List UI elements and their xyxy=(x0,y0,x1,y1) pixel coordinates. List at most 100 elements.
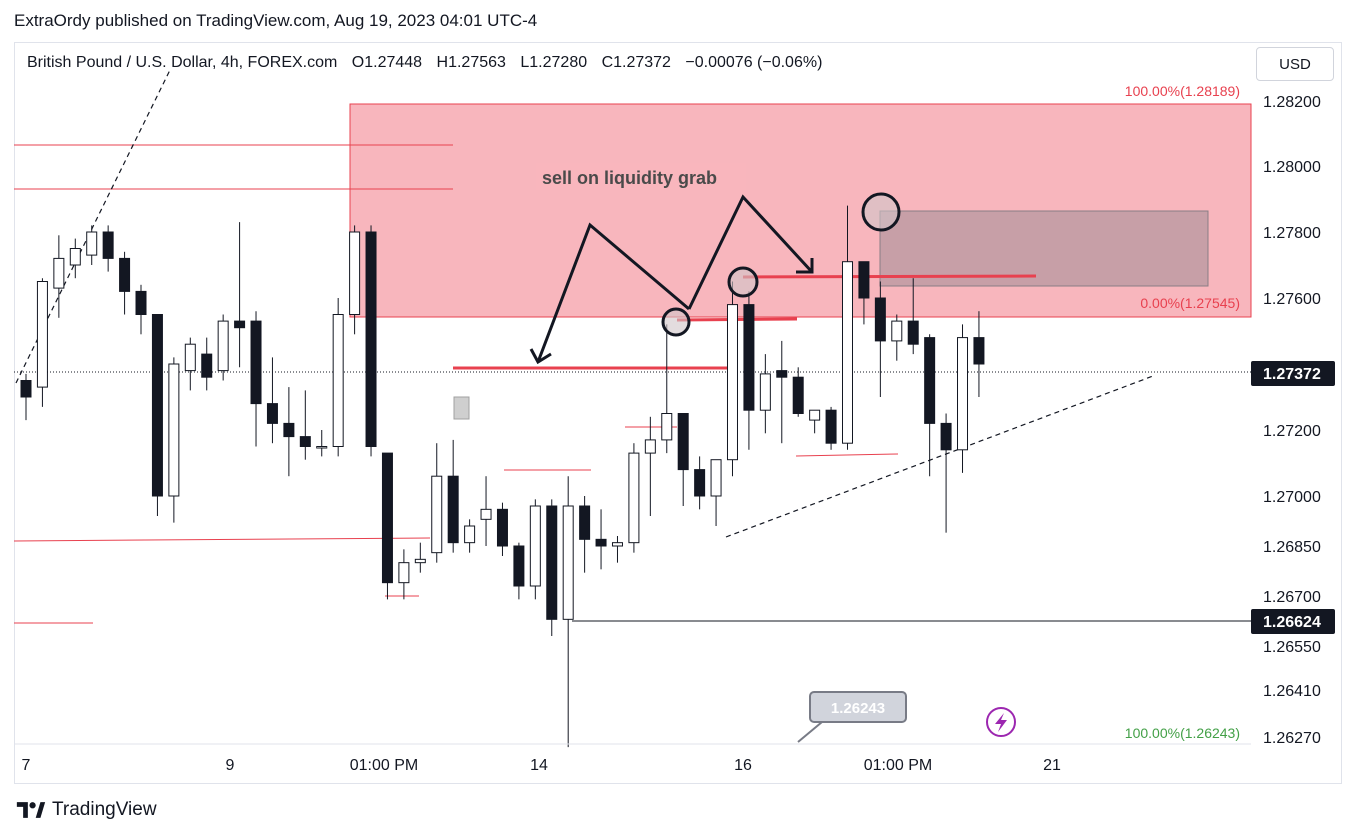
candle-31[interactable] xyxy=(529,499,541,600)
liquidity-circle-2[interactable] xyxy=(861,192,901,232)
candle-20[interactable] xyxy=(349,225,361,335)
candle-40[interactable] xyxy=(677,413,689,507)
candle-body xyxy=(677,413,689,471)
candle-body xyxy=(743,304,755,411)
candle-32[interactable] xyxy=(546,499,558,636)
candle-49[interactable] xyxy=(825,406,837,450)
candle-1[interactable] xyxy=(36,278,48,407)
candle-body xyxy=(184,343,196,372)
marked-price-tag[interactable] xyxy=(1251,609,1335,634)
candle-22[interactable] xyxy=(381,452,393,600)
candle-16[interactable] xyxy=(283,387,295,477)
candle-37[interactable] xyxy=(628,443,640,553)
candle-body xyxy=(151,314,163,497)
candle-21[interactable] xyxy=(365,225,377,457)
liquidity-line-2[interactable] xyxy=(742,274,1037,279)
candle-27[interactable] xyxy=(464,519,476,553)
level-line-7[interactable] xyxy=(795,453,899,457)
candle-28[interactable] xyxy=(480,476,492,546)
candle-35[interactable] xyxy=(595,509,607,570)
candle-5[interactable] xyxy=(102,225,114,272)
candle-body xyxy=(562,505,574,620)
candle-45[interactable] xyxy=(759,354,771,434)
candle-body xyxy=(36,281,48,388)
candle-10[interactable] xyxy=(184,337,196,391)
candle-24[interactable] xyxy=(414,542,426,573)
candle-11[interactable] xyxy=(201,337,213,391)
candle-30[interactable] xyxy=(513,542,525,600)
candle-body xyxy=(628,452,640,544)
candle-3[interactable] xyxy=(69,238,81,279)
candle-42[interactable] xyxy=(710,459,722,526)
candle-7[interactable] xyxy=(135,284,147,335)
candle-38[interactable] xyxy=(644,416,656,516)
target-box[interactable] xyxy=(879,210,1209,287)
candle-54[interactable] xyxy=(907,278,919,355)
candle-34[interactable] xyxy=(579,496,591,573)
candle-57[interactable] xyxy=(957,324,969,473)
candle-33[interactable] xyxy=(562,476,574,748)
y-tick-label: 1.26700 xyxy=(1263,589,1321,606)
chart-frame xyxy=(14,42,1342,784)
candle-4[interactable] xyxy=(86,225,98,265)
candle-13[interactable] xyxy=(234,222,246,368)
candle-47[interactable] xyxy=(792,367,804,417)
trendline-right[interactable] xyxy=(725,375,1154,538)
lightning-icon[interactable] xyxy=(986,707,1016,737)
arrow-path-left[interactable] xyxy=(536,222,690,363)
level-line-2[interactable] xyxy=(13,537,431,542)
candle-43[interactable] xyxy=(726,281,738,477)
candle-2[interactable] xyxy=(53,235,65,318)
candle-58[interactable] xyxy=(973,311,985,397)
candle-14[interactable] xyxy=(250,311,262,447)
candle-6[interactable] xyxy=(119,251,131,315)
candle-17[interactable] xyxy=(299,390,311,460)
candle-body xyxy=(858,261,870,299)
candle-56[interactable] xyxy=(940,413,952,533)
liquidity-circle-1[interactable] xyxy=(727,266,759,298)
candle-9[interactable] xyxy=(168,357,180,523)
candle-55[interactable] xyxy=(924,334,936,477)
liquidity-circle-0[interactable] xyxy=(661,307,691,337)
candle-53[interactable] xyxy=(891,314,903,361)
candle-body xyxy=(250,320,262,405)
candle-26[interactable] xyxy=(447,439,459,553)
candle-50[interactable] xyxy=(842,205,853,450)
candle-body xyxy=(102,231,114,259)
candle-41[interactable] xyxy=(694,456,706,510)
candle-48[interactable] xyxy=(809,409,821,434)
candle-23[interactable] xyxy=(398,549,410,600)
x-tick-label: 14 xyxy=(530,757,548,774)
candle-body xyxy=(480,508,492,520)
candle-body xyxy=(726,304,738,461)
candle-8[interactable] xyxy=(151,314,163,517)
gray-marker-box[interactable] xyxy=(453,396,470,420)
candle-44[interactable] xyxy=(743,291,755,450)
candle-18[interactable] xyxy=(316,430,328,457)
candle-15[interactable] xyxy=(266,357,278,444)
candle-0[interactable] xyxy=(20,373,32,421)
last-price-tag[interactable] xyxy=(1251,361,1335,386)
candle-36[interactable] xyxy=(611,536,623,563)
arrow-head-right[interactable] xyxy=(796,258,814,274)
low-marker-callout[interactable] xyxy=(809,691,907,723)
arrow-path-right[interactable] xyxy=(687,194,814,310)
candle-46[interactable] xyxy=(776,340,788,444)
candle-19[interactable] xyxy=(332,298,344,457)
candle-39[interactable] xyxy=(661,324,673,454)
arrow-head-left[interactable] xyxy=(529,348,552,365)
candle-51[interactable] xyxy=(858,261,870,325)
candle-52[interactable] xyxy=(874,281,886,398)
candle-body xyxy=(546,505,558,620)
candle-body xyxy=(349,231,361,315)
candle-body xyxy=(217,320,229,372)
candle-25[interactable] xyxy=(431,443,443,563)
candle-12[interactable] xyxy=(217,314,229,381)
annotation-text[interactable]: sell on liquidity grab xyxy=(542,168,717,188)
candle-29[interactable] xyxy=(496,502,508,556)
currency-button[interactable]: USD xyxy=(1256,47,1334,81)
x-tick-label: 16 xyxy=(734,757,752,774)
ohlc-close: C1.27372 xyxy=(601,54,671,71)
candle-body xyxy=(299,436,311,448)
